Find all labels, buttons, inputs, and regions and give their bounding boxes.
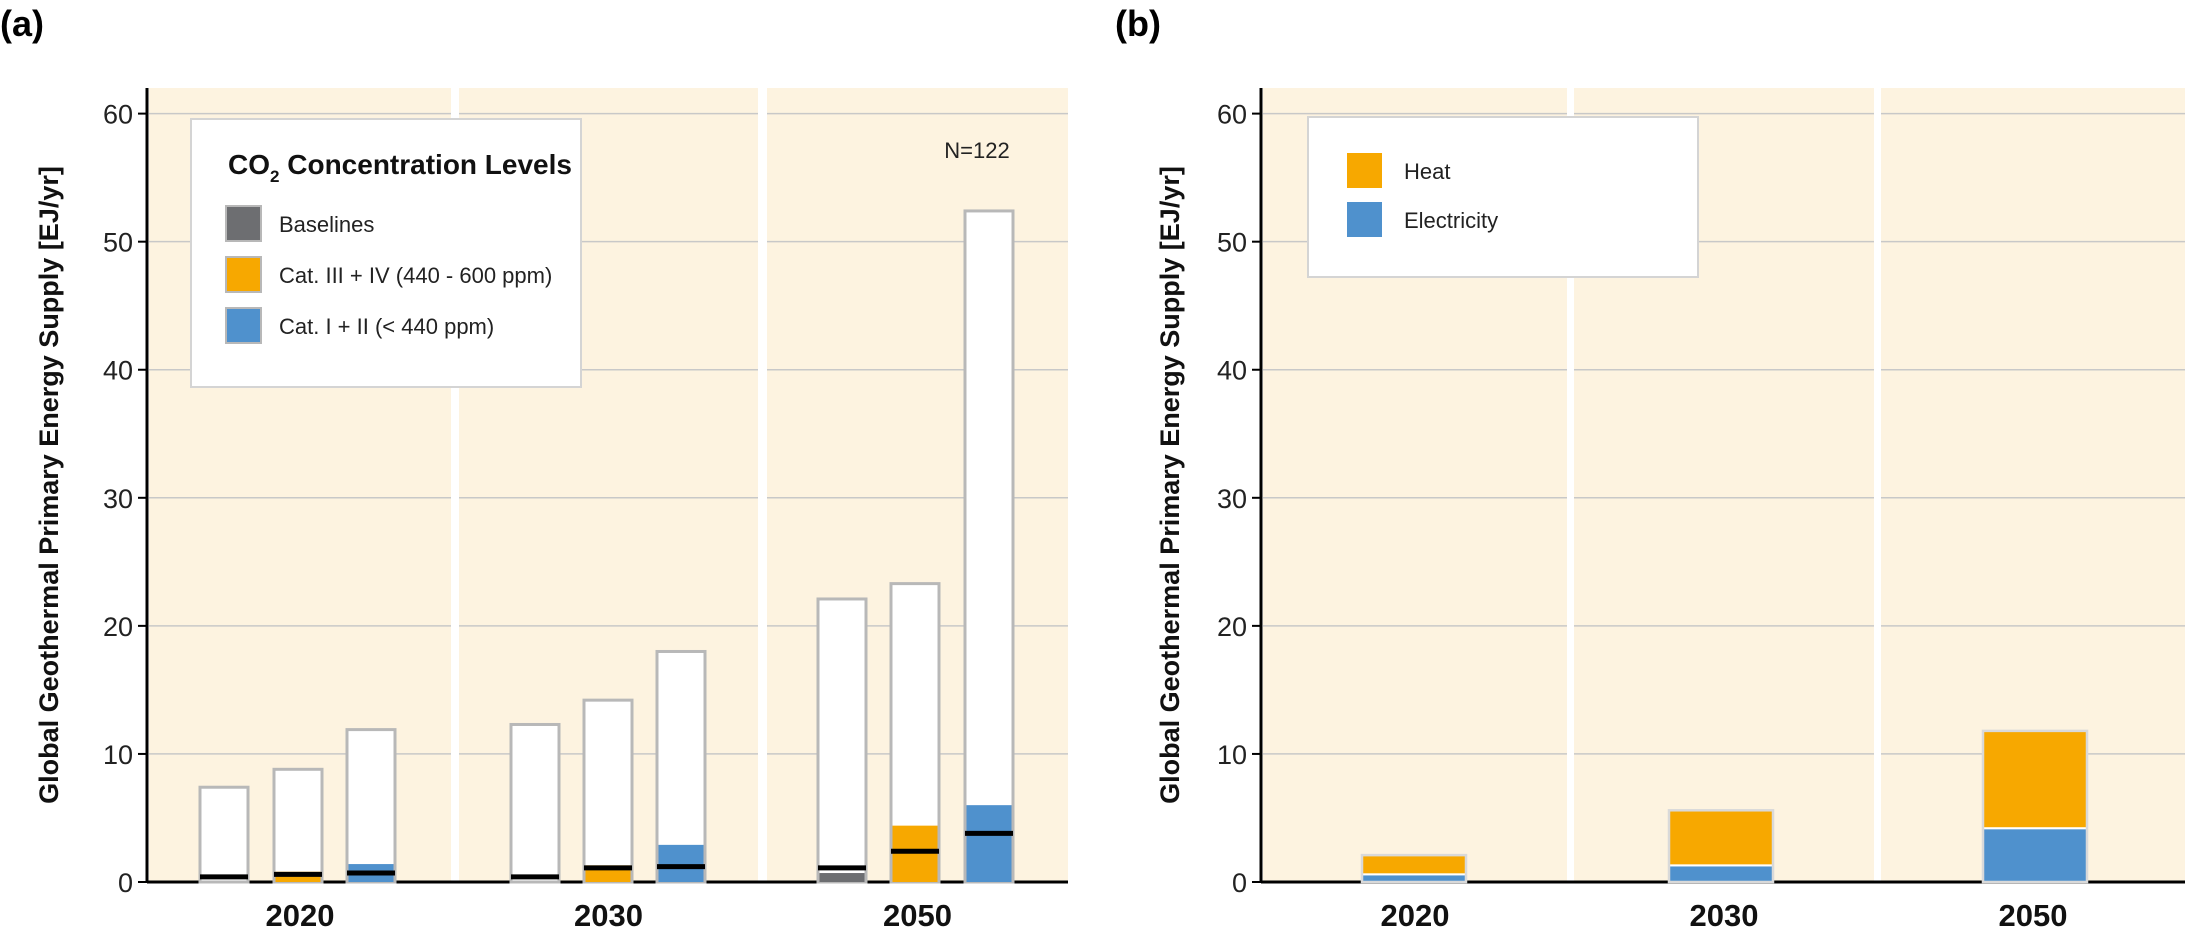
x-category-label: 2020 bbox=[1381, 898, 1450, 933]
x-category-label: 2030 bbox=[574, 898, 643, 933]
percentile-bar bbox=[275, 871, 321, 882]
range-bar bbox=[816, 597, 868, 884]
y-tick-label: 0 bbox=[118, 868, 133, 898]
stacked-bar-outline bbox=[1667, 809, 1775, 884]
stacked-bar-segment bbox=[1668, 809, 1774, 867]
y-tick-label: 10 bbox=[103, 740, 133, 770]
legend-swatch bbox=[225, 256, 262, 293]
y-tick-label: 50 bbox=[1217, 228, 1247, 258]
legend-box bbox=[1307, 116, 1699, 278]
legend-label: Baselines bbox=[279, 212, 374, 237]
stacked-bar-segment bbox=[1361, 854, 1467, 876]
y-tick-label: 60 bbox=[103, 100, 133, 130]
y-tick-label: 0 bbox=[1232, 868, 1247, 898]
percentile-bar bbox=[658, 844, 704, 882]
stacked-bar-segment bbox=[1982, 729, 2088, 830]
y-axis-title: Global Geothermal Primary Energy Supply … bbox=[34, 166, 64, 804]
percentile-bar bbox=[966, 805, 1012, 882]
legend-swatch bbox=[1347, 153, 1382, 188]
x-category-label: 2050 bbox=[1999, 898, 2068, 933]
y-axis-title: Global Geothermal Primary Energy Supply … bbox=[1155, 166, 1185, 804]
y-tick-label: 30 bbox=[1217, 484, 1247, 514]
legend-label: Cat. III + IV (440 - 600 ppm) bbox=[279, 263, 552, 288]
y-tick-label: 40 bbox=[103, 356, 133, 386]
y-tick-label: 40 bbox=[1217, 356, 1247, 386]
y-tick-label: 20 bbox=[1217, 612, 1247, 642]
x-category-label: 2030 bbox=[1690, 898, 1759, 933]
range-bar bbox=[198, 785, 250, 884]
y-tick-label: 20 bbox=[103, 612, 133, 642]
range-bar bbox=[509, 722, 561, 884]
x-category-label: 2020 bbox=[266, 898, 335, 933]
range-bar bbox=[655, 649, 707, 884]
y-tick-label: 50 bbox=[103, 228, 133, 258]
panel-label: (a) bbox=[0, 3, 44, 44]
range-bar bbox=[345, 728, 397, 884]
legend-swatch bbox=[1347, 202, 1382, 237]
range-bar bbox=[582, 698, 634, 884]
legend-title: CO2 Concentration Levels bbox=[228, 149, 572, 186]
stacked-bar-outline bbox=[1360, 853, 1468, 884]
legend-label: Heat bbox=[1404, 159, 1450, 184]
legend-swatch bbox=[225, 205, 262, 242]
percentile-bar bbox=[819, 873, 865, 882]
stacked-bar-segment bbox=[1982, 827, 2088, 883]
legend-swatch bbox=[225, 307, 262, 344]
legend-label: Electricity bbox=[1404, 208, 1498, 233]
range-bar bbox=[963, 209, 1015, 884]
percentile-bar bbox=[892, 825, 938, 882]
y-tick-label: 60 bbox=[1217, 100, 1247, 130]
x-category-label: 2050 bbox=[883, 898, 952, 933]
y-tick-label: 30 bbox=[103, 484, 133, 514]
y-tick-label: 10 bbox=[1217, 740, 1247, 770]
stacked-bar-segment bbox=[1668, 864, 1774, 884]
stacked-bar-outline bbox=[1981, 729, 2089, 884]
range-bar bbox=[272, 767, 324, 884]
panel-label: (b) bbox=[1115, 3, 1161, 44]
legend-label: Cat. I + II (< 440 ppm) bbox=[279, 314, 494, 339]
sample-size-annotation: N=122 bbox=[944, 138, 1009, 163]
